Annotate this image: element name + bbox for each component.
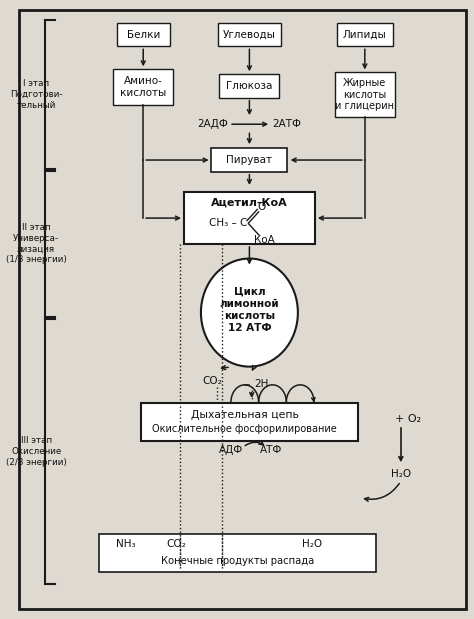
Text: Окислительное фосфорилирование: Окислительное фосфорилирование	[153, 424, 337, 435]
FancyBboxPatch shape	[100, 534, 376, 572]
Text: Липиды: Липиды	[343, 30, 387, 40]
Text: КоА: КоА	[254, 235, 275, 245]
FancyBboxPatch shape	[141, 403, 358, 441]
Text: Белки: Белки	[127, 30, 160, 40]
Text: 2АДФ: 2АДФ	[197, 119, 228, 129]
Text: I этап
Подготови-
тельный: I этап Подготови- тельный	[10, 79, 63, 110]
FancyBboxPatch shape	[211, 149, 288, 172]
Text: Амино-
кислоты: Амино- кислоты	[120, 76, 166, 98]
Text: H₂O: H₂O	[302, 539, 323, 549]
FancyBboxPatch shape	[219, 74, 279, 98]
FancyBboxPatch shape	[218, 23, 281, 46]
Text: CO₂: CO₂	[166, 539, 186, 549]
Text: Глюкоза: Глюкоза	[226, 81, 273, 91]
Text: Дыхательная цепь: Дыхательная цепь	[191, 410, 299, 420]
Text: Жирные
кислоты
и глицерин: Жирные кислоты и глицерин	[335, 78, 394, 111]
Text: O: O	[258, 202, 266, 212]
Text: АТФ: АТФ	[260, 445, 283, 456]
Text: + O₂: + O₂	[395, 414, 421, 424]
Text: CO₂: CO₂	[202, 376, 222, 386]
Text: 2H: 2H	[255, 379, 269, 389]
Ellipse shape	[201, 259, 298, 366]
Text: Пируват: Пируват	[227, 155, 273, 165]
FancyBboxPatch shape	[337, 23, 392, 46]
Text: Ацетил-КоА: Ацетил-КоА	[211, 197, 288, 207]
Text: 2АТФ: 2АТФ	[272, 119, 301, 129]
Text: NH₃: NH₃	[116, 539, 135, 549]
Text: H₂O: H₂O	[391, 469, 411, 478]
Text: Цикл
лимонной
кислоты
12 АТФ: Цикл лимонной кислоты 12 АТФ	[219, 287, 279, 332]
FancyBboxPatch shape	[117, 23, 170, 46]
Text: АДФ: АДФ	[219, 445, 244, 456]
Text: III этап
Окисление
(2/3 энергии): III этап Окисление (2/3 энергии)	[6, 436, 66, 467]
Text: Углеводы: Углеводы	[223, 30, 276, 40]
FancyBboxPatch shape	[335, 72, 395, 117]
FancyBboxPatch shape	[183, 192, 315, 245]
Text: Конечные продукты распада: Конечные продукты распада	[161, 556, 314, 566]
Text: II этап
Универса-
лизация
(1/3 энергии): II этап Универса- лизация (1/3 энергии)	[6, 223, 66, 264]
FancyBboxPatch shape	[18, 10, 466, 609]
FancyBboxPatch shape	[113, 69, 173, 105]
Text: CH₃ – C: CH₃ – C	[210, 218, 248, 228]
